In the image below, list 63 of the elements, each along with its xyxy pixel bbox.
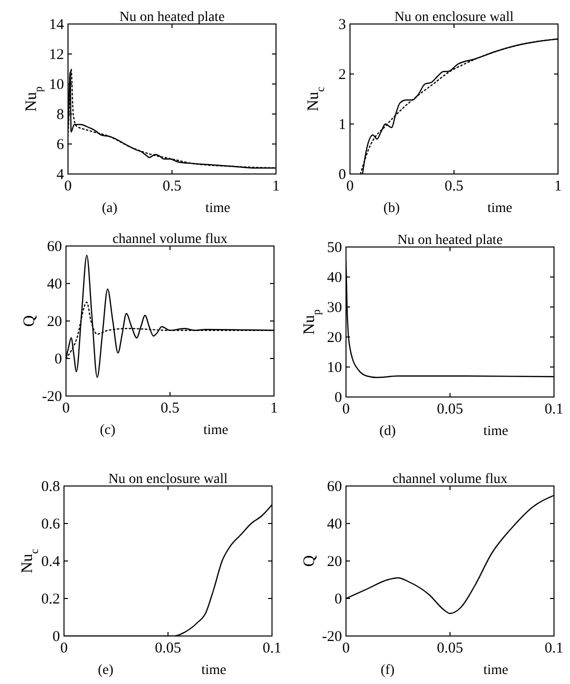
chart-title: Nu on enclosure wall: [108, 472, 228, 487]
y-tick-label: 20: [327, 554, 342, 570]
y-tick-label: 40: [327, 516, 342, 532]
y-tick-label: 4: [56, 166, 64, 183]
y-tick-label: 0: [334, 591, 342, 608]
y-tick-label: 8: [56, 106, 64, 123]
x-tick-label: 0.05: [436, 402, 464, 418]
y-tick-label: 2: [338, 66, 346, 83]
x-tick-label: 1: [270, 400, 278, 417]
y-tick-label: 1: [338, 116, 346, 133]
text: (c): [100, 423, 116, 438]
y-tick-label: 50: [327, 240, 342, 256]
x-tick-label: 0.05: [154, 640, 182, 657]
y-tick-label: 14: [49, 16, 64, 33]
y-tick-label: 40: [327, 270, 342, 286]
x-tick-label: 0.05: [436, 640, 464, 657]
y-tick-label: 0.8: [41, 478, 60, 495]
y-tick-label: 20: [47, 314, 62, 330]
y-tick-label: 60: [327, 478, 342, 495]
text: (a): [102, 201, 118, 216]
y-tick-label: 10: [327, 360, 342, 376]
x-tick-label: 0.1: [262, 640, 282, 657]
y-tick-label: 6: [56, 136, 64, 153]
x-tick-label: 1: [554, 178, 562, 195]
chart-title: channel volume flux: [112, 232, 228, 247]
y-tick-label: 0: [334, 390, 342, 406]
chart-title: channel volume flux: [392, 472, 508, 487]
text: (e): [98, 663, 114, 678]
text: (f): [380, 663, 395, 678]
x-axis-title: time: [203, 423, 228, 438]
x-tick-label: 0.5: [444, 178, 464, 195]
y-tick-label: 0: [338, 166, 346, 183]
y-tick-label: 0.2: [41, 591, 60, 608]
y-tick-label: -20: [322, 628, 342, 645]
x-axis-title: time: [205, 201, 230, 216]
x-axis-title: time: [483, 663, 508, 678]
chart-title: Nu on heated plate: [397, 233, 503, 248]
chart-title: Nu on heated plate: [119, 10, 225, 25]
y-tick-label: 0.4: [41, 554, 60, 570]
x-tick-label: 0.1: [544, 402, 564, 418]
y-tick-label: -20: [42, 388, 62, 405]
y-tick-label: 0: [54, 351, 62, 368]
y-tick-label: 12: [49, 46, 64, 63]
y-tick-label: 60: [47, 238, 62, 255]
x-axis-title: time: [201, 663, 226, 678]
x-tick-label: 0.1: [544, 640, 564, 657]
y-tick-label: 20: [327, 330, 342, 346]
y-tick-label: 0: [52, 628, 60, 645]
x-tick-label: 0.5: [162, 178, 182, 195]
y-tick-label: 0.6: [41, 516, 60, 532]
y-axis-title: Q: [21, 314, 38, 327]
y-tick-label: 3: [338, 16, 346, 33]
y-tick-label: 30: [327, 300, 342, 316]
y-tick-label: 10: [49, 76, 64, 93]
x-axis-title: time: [487, 201, 512, 216]
text: (d): [379, 424, 396, 439]
y-tick-label: 40: [47, 276, 62, 292]
x-tick-label: 0.5: [160, 400, 180, 417]
chart-title: Nu on enclosure wall: [394, 10, 514, 25]
x-axis-title: time: [483, 424, 508, 439]
x-tick-label: 1: [272, 178, 280, 195]
y-axis-title: Q: [301, 554, 318, 567]
text: (b): [383, 201, 400, 216]
